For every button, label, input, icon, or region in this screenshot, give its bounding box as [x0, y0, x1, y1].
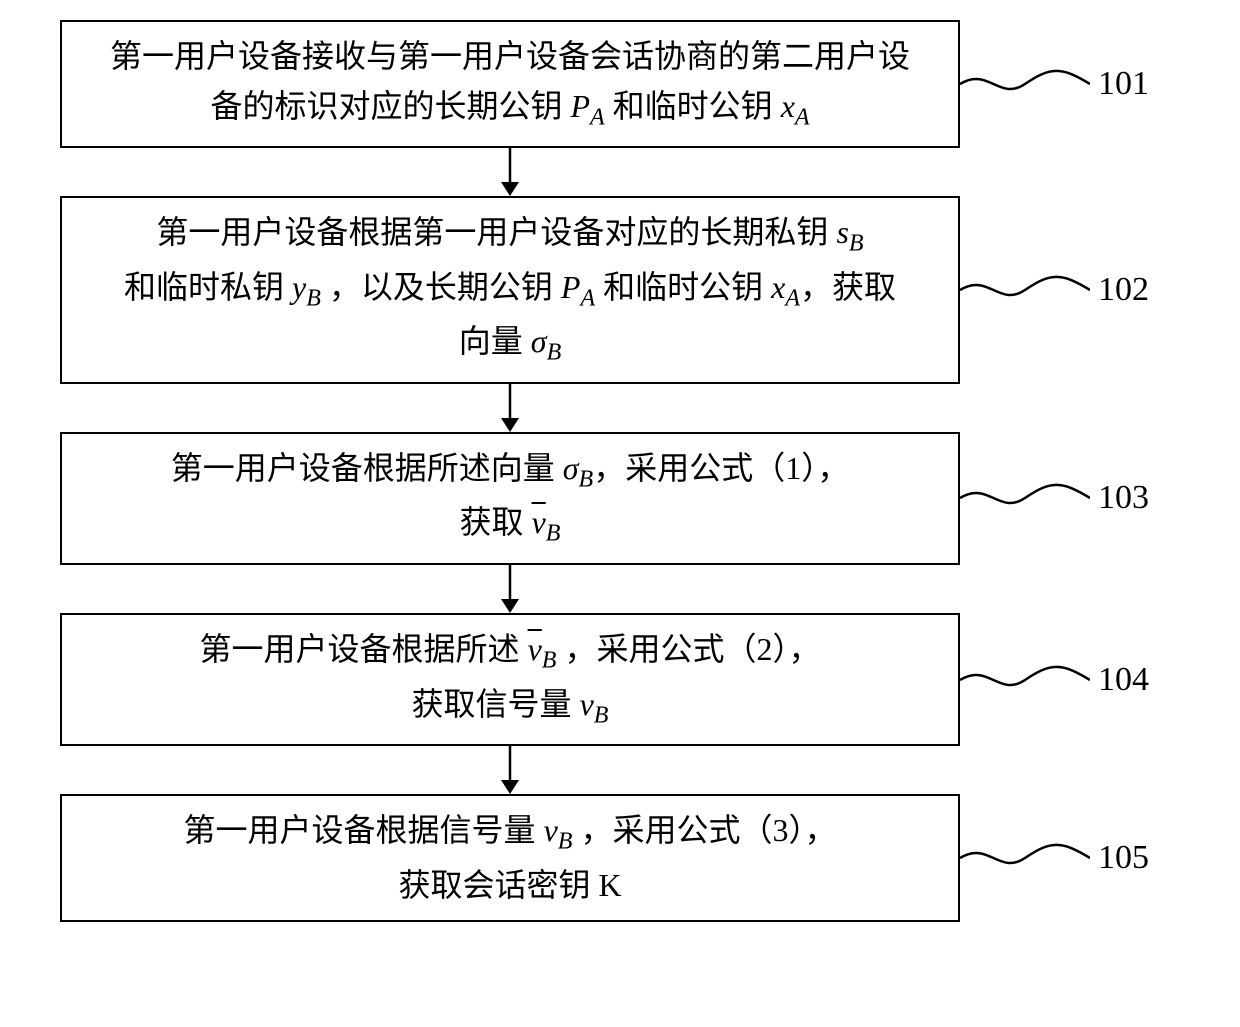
- step-label-105: 105: [1098, 839, 1149, 877]
- arrow-down-icon: [490, 565, 1180, 613]
- step-box-103: 第一用户设备根据所述向量 σB，采用公式（1），获取 vB: [60, 432, 960, 565]
- arrow-down-icon: [490, 746, 1180, 794]
- step-box-101: 第一用户设备接收与第一用户设备会话协商的第二用户设备的标识对应的长期公钥 PA …: [60, 20, 960, 148]
- step-box-105: 第一用户设备根据信号量 vB ，采用公式（3），获取会话密钥 K: [60, 794, 960, 922]
- step-label-104: 104: [1098, 661, 1149, 699]
- arrow-down-icon: [490, 384, 1180, 432]
- step-label-102: 102: [1098, 271, 1149, 309]
- arrow-down-icon: [490, 148, 1180, 196]
- flowchart: 第一用户设备接收与第一用户设备会话协商的第二用户设备的标识对应的长期公钥 PA …: [60, 20, 1180, 922]
- step-label-103: 103: [1098, 479, 1149, 517]
- connector-104: 104: [960, 655, 1149, 705]
- connector-103: 103: [960, 473, 1149, 523]
- connector-102: 102: [960, 265, 1149, 315]
- step-box-104: 第一用户设备根据所述 vB ，采用公式（2），获取信号量 vB: [60, 613, 960, 746]
- connector-105: 105: [960, 833, 1149, 883]
- step-label-101: 101: [1098, 65, 1149, 103]
- connector-101: 101: [960, 59, 1149, 109]
- step-box-102: 第一用户设备根据第一用户设备对应的长期私钥 sB和临时私钥 yB ，以及长期公钥…: [60, 196, 960, 384]
